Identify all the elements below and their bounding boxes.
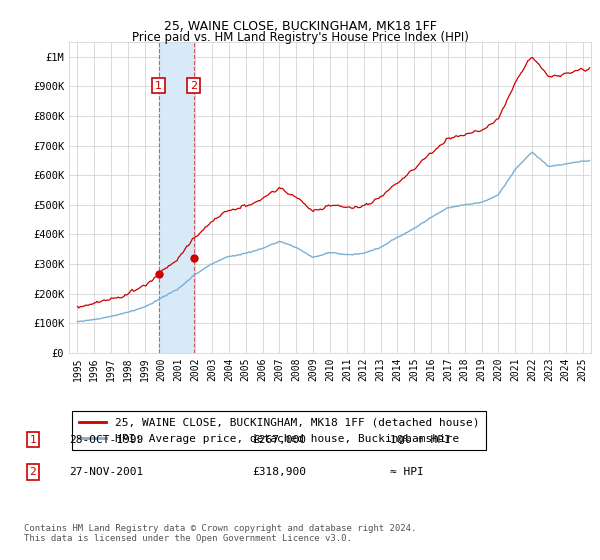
Text: 10% ↑ HPI: 10% ↑ HPI	[390, 435, 451, 445]
Text: 1: 1	[29, 435, 37, 445]
Text: £267,000: £267,000	[252, 435, 306, 445]
Text: 2: 2	[29, 467, 37, 477]
Text: 1: 1	[155, 81, 162, 91]
Text: 25, WAINE CLOSE, BUCKINGHAM, MK18 1FF: 25, WAINE CLOSE, BUCKINGHAM, MK18 1FF	[164, 20, 436, 32]
Text: £318,900: £318,900	[252, 467, 306, 477]
Text: 28-OCT-1999: 28-OCT-1999	[69, 435, 143, 445]
Text: ≈ HPI: ≈ HPI	[390, 467, 424, 477]
Text: 2: 2	[190, 81, 197, 91]
Bar	[159, 42, 194, 353]
Text: Contains HM Land Registry data © Crown copyright and database right 2024.
This d: Contains HM Land Registry data © Crown c…	[24, 524, 416, 543]
Legend: 25, WAINE CLOSE, BUCKINGHAM, MK18 1FF (detached house), HPI: Average price, deta: 25, WAINE CLOSE, BUCKINGHAM, MK18 1FF (d…	[72, 411, 487, 450]
Text: Price paid vs. HM Land Registry's House Price Index (HPI): Price paid vs. HM Land Registry's House …	[131, 31, 469, 44]
Text: 27-NOV-2001: 27-NOV-2001	[69, 467, 143, 477]
